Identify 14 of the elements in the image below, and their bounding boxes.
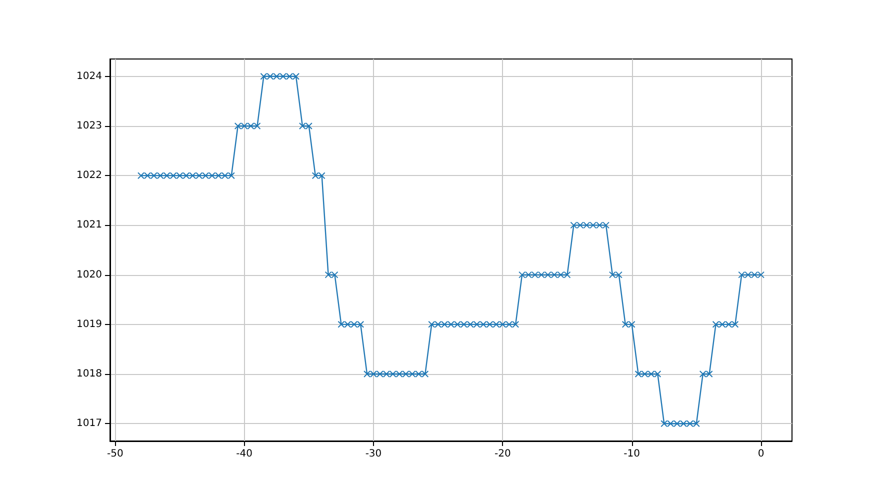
y-tick-label: 1021 <box>76 220 102 231</box>
y-tick-label: 1022 <box>76 170 102 182</box>
y-tick-label: 1018 <box>76 368 102 380</box>
x-tick-label: -30 <box>365 448 382 460</box>
x-tick-label: 0 <box>758 448 764 460</box>
x-tick-label: -10 <box>624 448 640 460</box>
y-tick-label: 1024 <box>76 70 102 82</box>
y-tick-label: 1017 <box>76 418 102 430</box>
y-tick-label: 1023 <box>76 120 102 132</box>
y-tick-label: 1020 <box>76 269 102 280</box>
y-tick-label: 1019 <box>76 318 102 330</box>
x-tick-label: -20 <box>494 448 511 460</box>
x-tick-label: -50 <box>106 448 124 460</box>
x-tick-label: -40 <box>236 448 253 460</box>
